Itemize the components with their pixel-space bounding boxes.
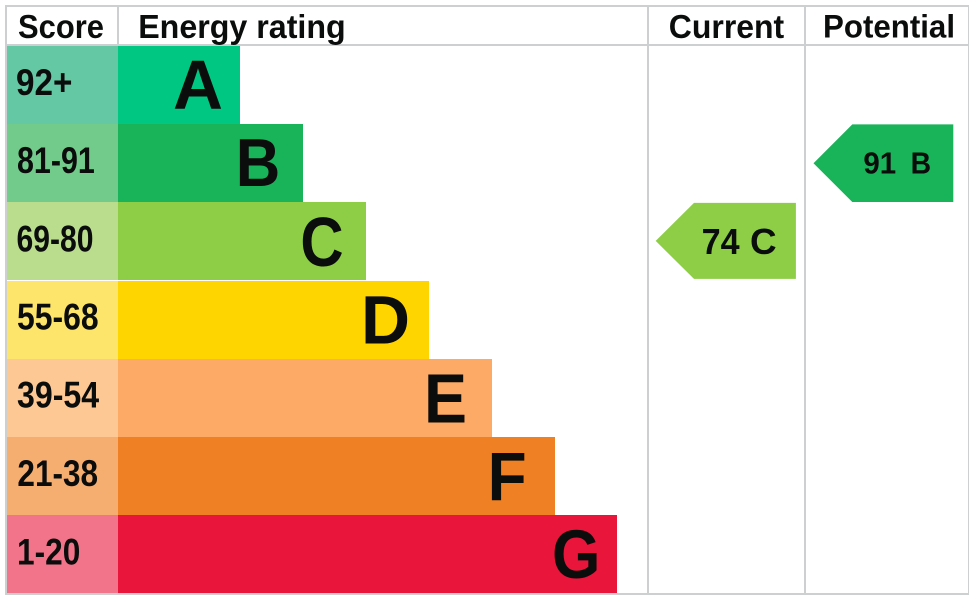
svg-text:G: G (552, 516, 600, 593)
svg-text:Score: Score (18, 8, 104, 45)
svg-text:81-91: 81-91 (17, 140, 95, 181)
svg-text:D: D (361, 281, 410, 358)
svg-text:91: 91 (863, 145, 896, 180)
svg-text:55-68: 55-68 (17, 297, 99, 338)
svg-text:1-20: 1-20 (17, 531, 80, 572)
svg-text:B: B (236, 125, 280, 201)
svg-text:74: 74 (702, 221, 740, 262)
svg-text:F: F (488, 439, 527, 516)
svg-text:Current: Current (669, 8, 784, 45)
svg-text:B: B (911, 145, 932, 180)
svg-text:E: E (424, 360, 467, 438)
svg-text:A: A (173, 46, 223, 124)
svg-text:39-54: 39-54 (17, 375, 99, 416)
svg-text:69-80: 69-80 (17, 218, 94, 259)
svg-text:Energy rating: Energy rating (138, 8, 346, 45)
svg-text:Potential: Potential (823, 9, 955, 45)
svg-text:C: C (750, 221, 777, 262)
svg-text:21-38: 21-38 (17, 453, 98, 494)
svg-text:C: C (300, 203, 343, 281)
svg-text:92+: 92+ (16, 62, 72, 103)
